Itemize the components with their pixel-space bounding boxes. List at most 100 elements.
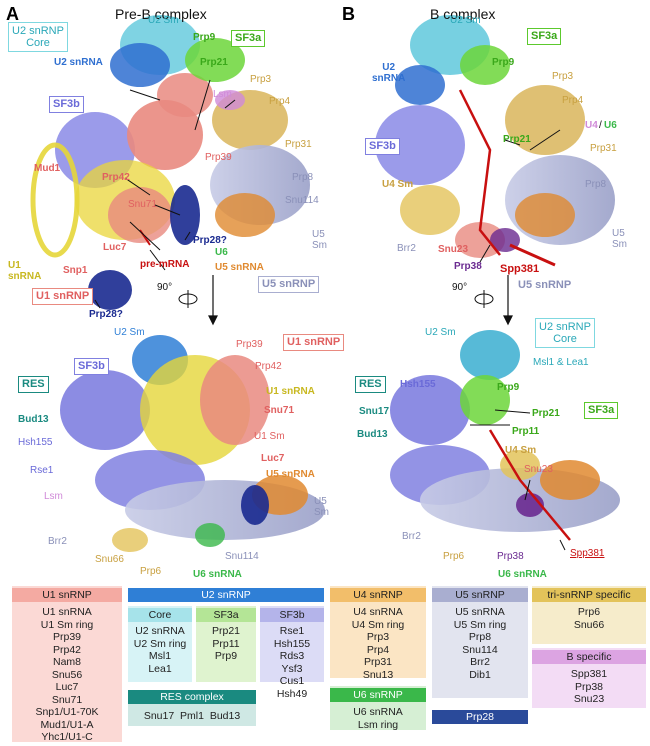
legend-u1-items: U1 snRNA U1 Sm ring Prp39 Prp42 Nam8 Snu… <box>12 606 122 744</box>
legend-item: Snu13 <box>362 668 394 681</box>
label-pre-mrna: pre-mRNA <box>140 259 190 270</box>
label-b-slash: / <box>599 120 602 131</box>
legend-item: U4 snRNA <box>353 606 403 618</box>
panel-a-title: Pre-B complex <box>115 6 207 22</box>
label-lsm-bot: Lsm <box>44 491 63 502</box>
label-prp28-q2: Prp28? <box>89 309 123 320</box>
label-prp6: Prp6 <box>140 566 162 577</box>
legend-u4-items: U4 snRNA U4 Sm ring Prp3 Prp4 Prp31 Snu1… <box>330 606 426 681</box>
legend-res-header: RES complex <box>128 690 256 704</box>
label-b-prp8: Prp8 <box>585 179 607 190</box>
panel-b-title: B complex <box>430 6 496 22</box>
legend-bspec-items: Spp381 Prp38 Snu23 <box>532 668 646 706</box>
label-prp9: Prp9 <box>193 32 216 43</box>
label-sf3b: SF3b <box>49 96 84 113</box>
label-u2-sm: U2 Sm <box>148 15 179 26</box>
label-rotation-a: 90° <box>157 282 173 293</box>
legend-item: U4 Sm ring <box>351 618 405 631</box>
label-prp8: Prp8 <box>292 172 314 183</box>
legend-item: Snu23 <box>573 693 605 705</box>
label-snu71: Snu71 <box>128 199 157 210</box>
legend-item: U6 snRNA <box>353 706 403 718</box>
label-b-u4: U4 <box>585 120 598 131</box>
legend-u1-panel <box>12 586 122 742</box>
label-prp42: Prp42 <box>102 172 130 183</box>
legend-bspec-header: B specific <box>532 650 646 664</box>
legend-item: Prp31 <box>363 656 393 668</box>
legend-item: Yhc1/U1-C <box>41 731 93 743</box>
label-b-u6-snrna-bot: U6 snRNA <box>498 569 547 580</box>
label-u5-sm: U5 Sm <box>312 229 327 251</box>
label-b-brr2: Brr2 <box>397 243 416 254</box>
label-u2-snrna: U2 snRNA <box>54 57 103 68</box>
legend-item: U5 Sm ring <box>453 618 507 631</box>
label-u1-sm: U1 Sm <box>254 431 285 442</box>
rotation-icon <box>178 290 494 308</box>
legend-item: Lsm ring <box>357 718 399 731</box>
label-brr2: Brr2 <box>48 536 67 547</box>
label-prp28-q1: Prp28? <box>193 235 227 246</box>
label-b-prp21: Prp21 <box>503 134 531 145</box>
label-b-u2-core: U2 snRNP Core <box>535 318 595 348</box>
label-b-prp31: Prp31 <box>590 143 617 154</box>
label-prp31: Prp31 <box>285 139 312 150</box>
label-b-prp38-bot: Prp38 <box>497 551 524 562</box>
legend-item: Prp39 <box>52 631 82 643</box>
legend-prp28-header: Prp28 <box>432 710 528 724</box>
label-luc7: Luc7 <box>103 242 127 253</box>
legend-item: Prp3 <box>366 631 390 643</box>
legend-item: Hsh155 <box>273 637 311 650</box>
label-hsh155: Hsh155 <box>18 437 53 448</box>
label-sf3a: SF3a <box>231 30 266 47</box>
label-b-prp6-bot: Prp6 <box>443 551 465 562</box>
legend-item: Rds3 <box>279 650 305 662</box>
label-b-u6: U6 <box>604 120 617 131</box>
legend-item: Msl1 <box>148 650 172 662</box>
label-b-prp9: Prp9 <box>492 57 515 68</box>
legend-item: Bud13 <box>209 710 241 722</box>
label-b-spp381: Spp381 <box>500 263 540 275</box>
pre-b-top-structure <box>30 15 310 310</box>
label-snu114-bot: Snu114 <box>225 551 259 562</box>
label-u5-sm-bot: U5 Sm <box>314 496 329 518</box>
legend-u6-items: U6 snRNA Lsm ring <box>330 706 426 731</box>
label-b-snu23: Snu23 <box>438 244 469 255</box>
legend-item: Lea1 <box>148 662 172 675</box>
label-b-u4-sm: U4 Sm <box>382 179 414 190</box>
b-top-structure <box>375 15 615 267</box>
legend-item: Prp21 <box>211 625 241 637</box>
label-b-spp381-bot: Spp381 <box>570 548 605 559</box>
label-prp3: Prp3 <box>250 74 272 85</box>
label-b-bud13: Bud13 <box>357 429 388 440</box>
legend-item: Prp6 <box>577 606 601 618</box>
legend-sf3a-header: SF3a <box>196 608 256 622</box>
legend-item: Prp38 <box>574 680 604 693</box>
label-u2-snrnp-core: U2 snRNP Core <box>8 22 68 52</box>
label-sf3b-bot: SF3b <box>74 358 109 375</box>
label-b-prp3: Prp3 <box>552 71 574 82</box>
label-b-sf3a-bot: SF3a <box>584 402 619 419</box>
legend-item: U5 snRNA <box>455 606 505 618</box>
legend-item: Snp1/U1-70K <box>35 706 99 718</box>
label-lsm: Lsm <box>213 89 232 100</box>
label-b-u2-sm-bot: U2 Sm <box>425 327 456 338</box>
legend-u2-header: U2 snRNP <box>128 588 324 602</box>
label-u6: U6 <box>215 247 228 258</box>
label-prp21: Prp21 <box>200 57 228 68</box>
label-u2-sm-bot: U2 Sm <box>114 327 145 338</box>
legend-core-items: U2 snRNA U2 Sm ring Msl1 Lea1 <box>128 625 192 675</box>
pointer-lines <box>94 79 566 551</box>
label-b-res: RES <box>355 376 386 393</box>
label-u1-snrna-bot: U1 snRNA <box>266 386 315 397</box>
label-b-snu23-bot: Snu23 <box>524 464 553 475</box>
label-mud1: Mud1 <box>34 163 61 174</box>
legend-res-items: Snu17 Pml1 Bud13 <box>128 710 256 723</box>
label-b-u4-sm-bot: U4 Sm <box>505 445 537 456</box>
label-snu71-bot: Snu71 <box>264 405 295 416</box>
label-u5-snrnp: U5 snRNP <box>258 276 320 293</box>
label-b-u5-sm: U5 Sm <box>612 228 627 250</box>
label-b-prp4: Prp4 <box>562 95 584 106</box>
legend-item: Brr2 <box>470 656 490 668</box>
legend-sf3a-items: Prp21 Prp11 Prp9 <box>196 625 256 663</box>
